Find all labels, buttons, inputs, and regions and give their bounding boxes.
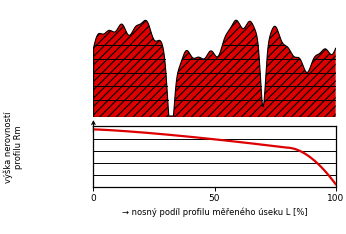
Text: výška nerovností
profilu Rm: výška nerovností profilu Rm (3, 112, 24, 183)
Text: L: L (212, 130, 217, 140)
X-axis label: → nosný podíl profilu měřeného úseku L [%]: → nosný podíl profilu měřeného úseku L [… (122, 207, 307, 217)
